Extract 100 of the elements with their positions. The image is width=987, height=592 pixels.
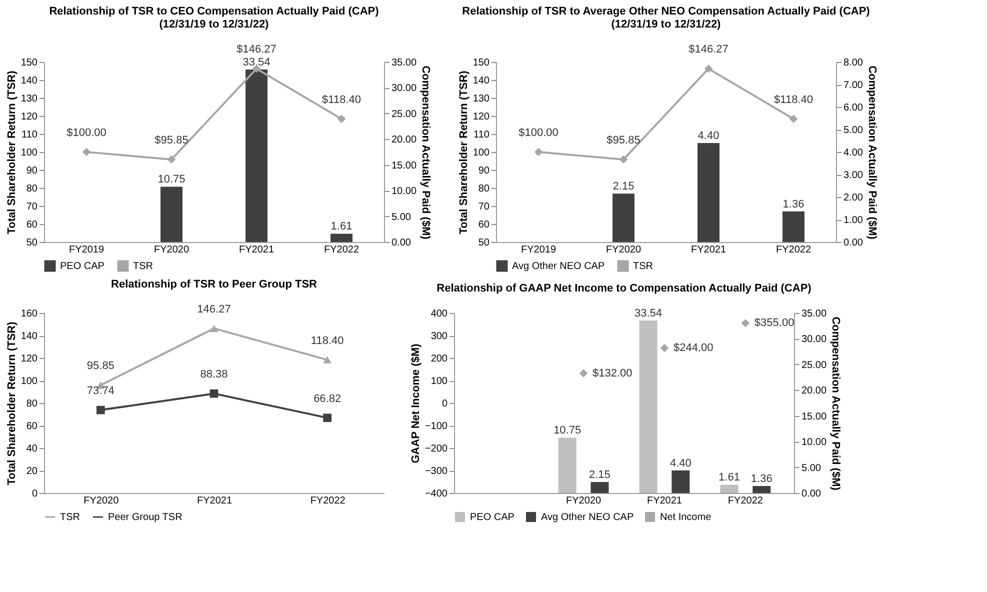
- y-tick-label: 110: [474, 130, 490, 140]
- y-tick-label: 90: [26, 166, 38, 176]
- data-label: $146.27: [688, 44, 728, 56]
- y2-tick-label: 6.00: [844, 102, 864, 114]
- y-tick-label: 140: [472, 76, 490, 86]
- y-tick-label: −300: [424, 466, 448, 477]
- data-label: 4.40: [670, 457, 692, 470]
- y-tick-label: 20: [26, 466, 38, 477]
- y-tick-label: 80: [26, 398, 38, 410]
- y-tick-label: −200: [424, 444, 448, 454]
- y2-tick-label: 25.00: [392, 108, 417, 120]
- y-tick-label: 100: [20, 376, 38, 387]
- y2-tick-label: 10.00: [802, 437, 827, 448]
- data-label: 10.75: [554, 424, 582, 437]
- y2-tick-label: 0.00: [844, 238, 864, 248]
- data-label: 1.36: [750, 473, 772, 486]
- bar: [639, 320, 658, 493]
- y-axis-title: Total Shareholder Return (TSR): [6, 70, 18, 234]
- y-tick-label: 70: [26, 202, 38, 212]
- y2-tick-label: 20.00: [802, 386, 827, 397]
- legend-label: TSR: [133, 261, 153, 272]
- y-tick-label: 60: [26, 220, 38, 230]
- y-tick-label: 50: [26, 238, 38, 248]
- y2-tick-label: 3.00: [844, 170, 864, 181]
- y-tick-label: 150: [20, 58, 38, 68]
- data-label: 88.38: [200, 368, 228, 381]
- data-label: $100.00: [66, 127, 106, 139]
- chart-title: Relationship of TSR to Peer Group TSR: [111, 278, 318, 290]
- y2-tick-label: 7.00: [844, 80, 864, 91]
- y-tick-label: 120: [20, 112, 38, 122]
- data-label: 73.74: [86, 385, 114, 398]
- point: [96, 406, 105, 414]
- y2-tick-label: 0.00: [392, 238, 412, 248]
- bar: [160, 186, 182, 242]
- data-label: $146.27: [236, 44, 276, 56]
- y-tick-label: 120: [472, 112, 490, 122]
- y-tick-label: 120: [20, 354, 38, 364]
- legend-label: Avg Other NEO CAP: [512, 261, 605, 272]
- y-tick-label: 60: [26, 421, 38, 432]
- y2-axis-title: Compensation Actually Paid ($M): [830, 316, 842, 491]
- legend-label: Peer Group TSR: [108, 512, 182, 523]
- bar: [330, 234, 352, 242]
- data-label: $95.85: [154, 134, 188, 146]
- legend-label: Net Income: [660, 512, 712, 523]
- data-label: 118.40: [310, 334, 344, 347]
- y2-tick-label: 5.00: [802, 462, 822, 474]
- point: [323, 414, 332, 422]
- legend-label: Avg Other NEO CAP: [541, 512, 634, 523]
- y2-tick-label: 15.00: [392, 160, 417, 172]
- y-tick-label: 40: [26, 444, 38, 454]
- y-tick-label: 100: [472, 148, 490, 158]
- x-tick-label: FY2020: [566, 496, 602, 506]
- point: [579, 369, 588, 378]
- y2-tick-label: 30.00: [392, 83, 417, 94]
- data-label: 1.61: [330, 220, 352, 233]
- data-label: 146.27: [197, 303, 231, 316]
- data-label: 95.85: [86, 360, 114, 372]
- bar: [590, 482, 609, 493]
- y-tick-label: 140: [20, 76, 38, 86]
- y-tick-label: 50: [478, 238, 490, 248]
- chart-title: Relationship of TSR to CEO Compensation Actually Paid (CAP) (12/31/19 to 12/31/22): [49, 6, 380, 31]
- x-tick-label: FY2022: [324, 244, 360, 256]
- y2-tick-label: 5.00: [392, 212, 412, 223]
- data-label: $118.40: [774, 94, 813, 106]
- bar: [612, 194, 634, 242]
- point: [167, 155, 176, 164]
- bar: [558, 438, 576, 493]
- x-tick-label: FY2020: [84, 496, 120, 506]
- data-label: 33.54: [242, 56, 270, 69]
- bar: [752, 486, 771, 493]
- y-tick-label: 0: [442, 398, 448, 410]
- y-tick-label: 130: [472, 94, 490, 104]
- y-tick-label: −100: [424, 421, 448, 432]
- chart-title: Relationship of TSR to Average Other NEO Compensation Actually Paid (CAP) (12/31/19 to 12/31/22): [462, 6, 870, 31]
- point: [789, 114, 798, 124]
- y2-tick-label: 15.00: [802, 411, 827, 422]
- y-tick-label: 150: [472, 58, 490, 68]
- y2-tick-label: 5.00: [844, 125, 864, 136]
- data-label: $95.85: [606, 134, 640, 146]
- y-axis-title: Total Shareholder Return (TSR): [458, 70, 470, 234]
- y-tick-label: 80: [478, 184, 490, 194]
- x-tick-label: FY2021: [690, 244, 726, 256]
- y-axis-title: Total Shareholder Return (TSR): [6, 321, 18, 486]
- bar: [782, 211, 804, 242]
- y-tick-label: 90: [478, 166, 490, 176]
- y-tick-label: −400: [424, 488, 448, 500]
- y-tick-label: 100: [20, 148, 38, 158]
- legend-label: PEO CAP: [60, 261, 105, 272]
- point: [704, 64, 713, 73]
- point: [534, 148, 543, 156]
- point: [82, 148, 91, 156]
- point: [210, 324, 218, 332]
- x-tick-label: FY2022: [776, 244, 812, 256]
- point: [619, 155, 628, 164]
- y2-tick-label: 10.00: [392, 186, 417, 198]
- data-label: 1.61: [718, 472, 740, 484]
- data-label: 4.40: [698, 130, 720, 142]
- y-tick-label: 140: [20, 331, 38, 342]
- x-tick-label: FY2022: [728, 496, 764, 506]
- y-tick-label: 300: [430, 331, 448, 342]
